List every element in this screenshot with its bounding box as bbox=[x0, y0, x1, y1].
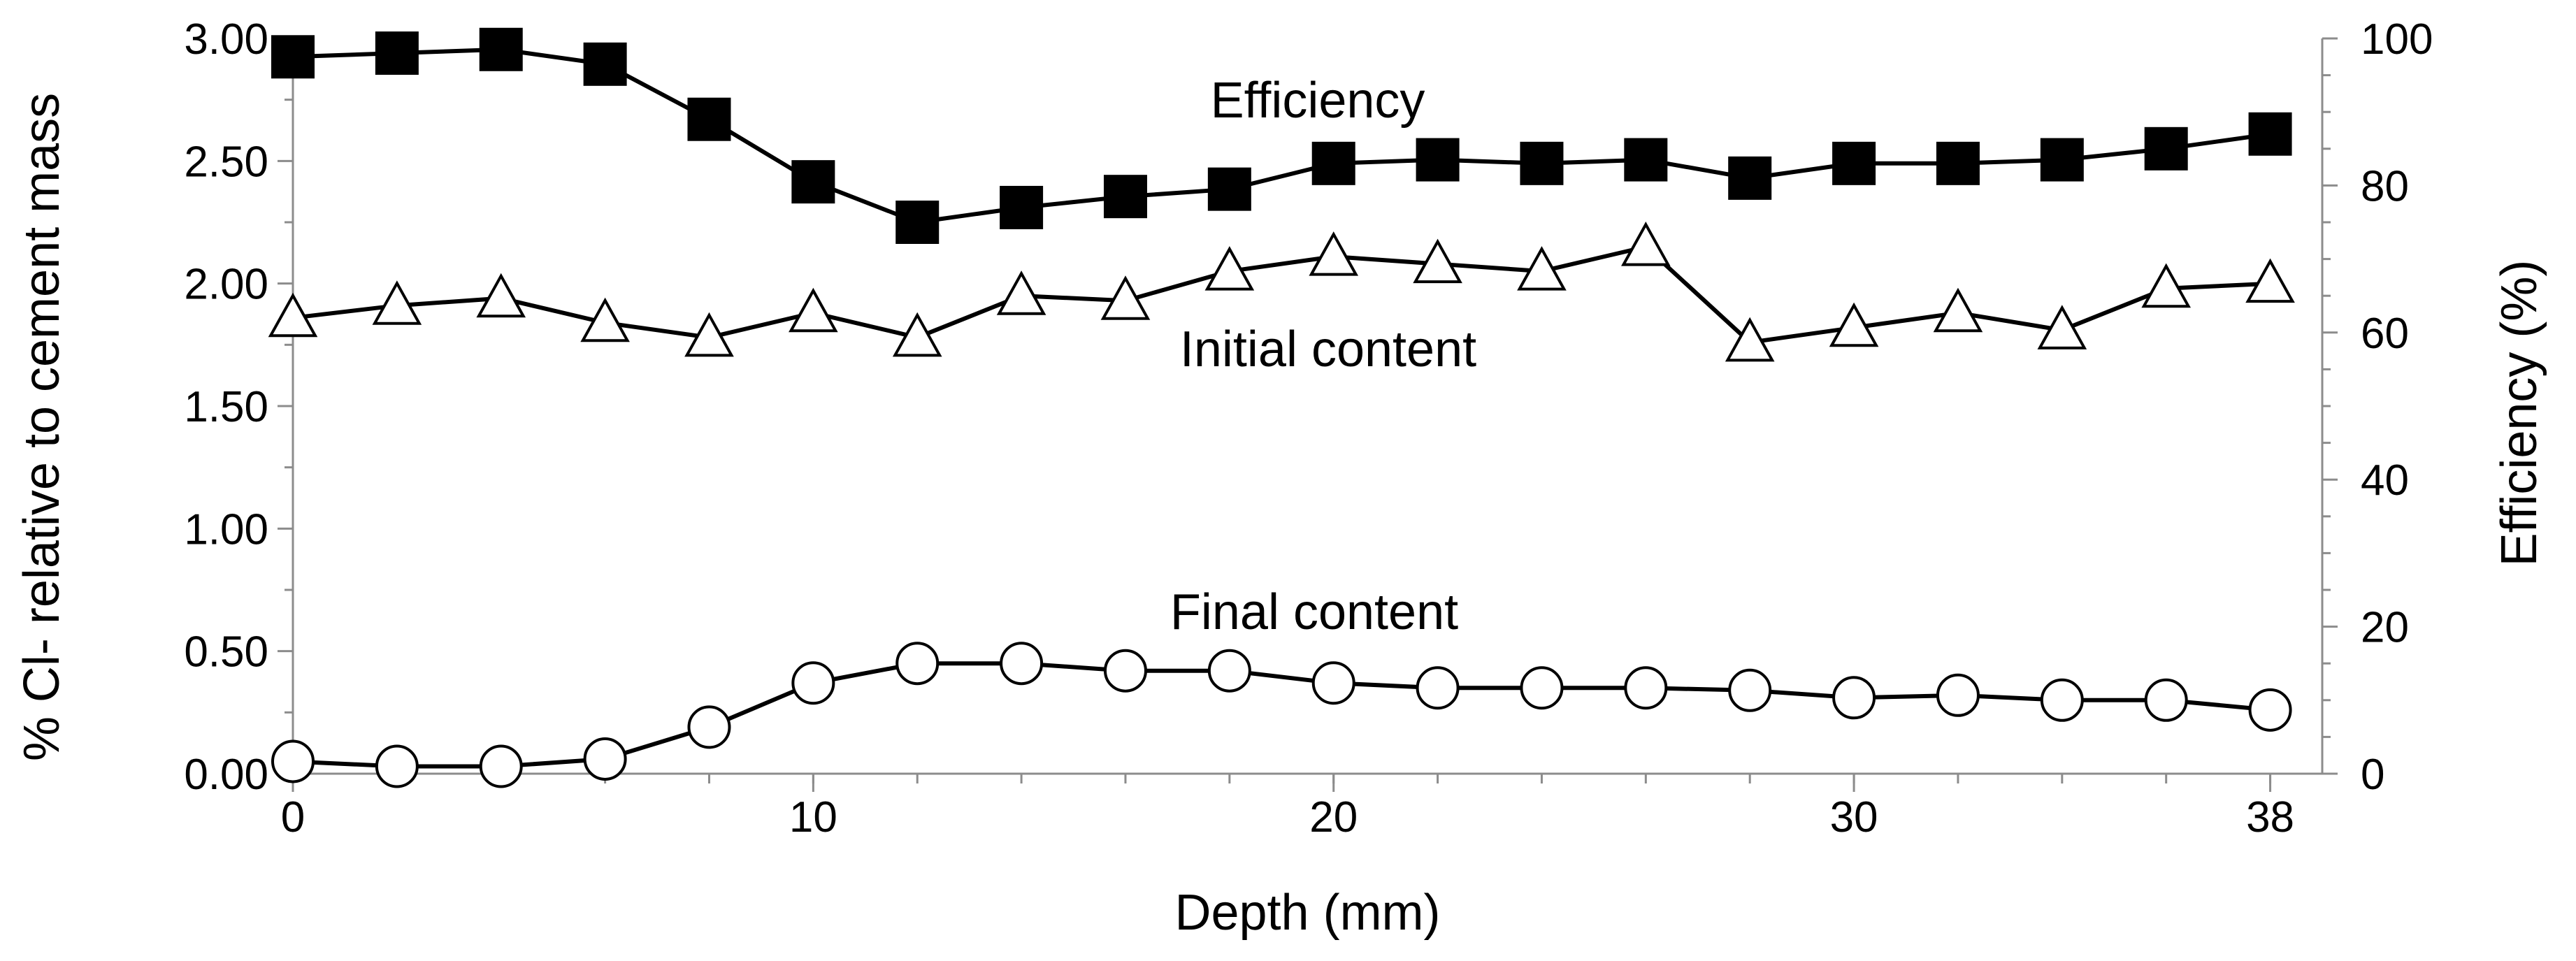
initial-content-point bbox=[1621, 222, 1671, 266]
initial-content-point bbox=[2245, 258, 2295, 303]
final-content-point bbox=[1103, 649, 1147, 693]
final-content-point bbox=[2144, 678, 2188, 722]
x-tick-label: 38 bbox=[2246, 793, 2294, 841]
efficiency-point bbox=[1207, 167, 1251, 211]
initial-content-point bbox=[789, 287, 838, 333]
final-content-point bbox=[1000, 642, 1044, 686]
initial-content-point bbox=[1413, 238, 1462, 284]
initial-content-point bbox=[2037, 305, 2087, 349]
efficiency-point bbox=[2248, 112, 2292, 156]
y-left-tick-label: 1.50 bbox=[184, 383, 268, 431]
final-content-point bbox=[2040, 678, 2084, 722]
x-tick-label: 0 bbox=[281, 793, 305, 841]
efficiency-point bbox=[1000, 185, 1044, 229]
initial-content-point bbox=[580, 297, 630, 342]
final-content-point bbox=[479, 744, 523, 788]
y-right-tick-label: 0 bbox=[2361, 751, 2384, 799]
final-content-point bbox=[1936, 673, 1980, 717]
y-left-tick-label: 0.50 bbox=[184, 628, 268, 677]
efficiency-point bbox=[2144, 127, 2188, 171]
x-axis-title: Depth (mm) bbox=[1174, 885, 1440, 941]
y-right-tick-label: 40 bbox=[2361, 456, 2409, 505]
final-content-point bbox=[1832, 676, 1876, 720]
final-content-point bbox=[583, 737, 627, 781]
efficiency-point bbox=[271, 35, 315, 79]
series bbox=[268, 27, 2295, 788]
initial-content-point bbox=[372, 280, 422, 325]
series-annotation: Efficiency bbox=[1211, 73, 1425, 129]
final-content-point bbox=[1311, 661, 1355, 705]
efficiency-point bbox=[2040, 138, 2084, 182]
efficiency-point bbox=[1832, 141, 1876, 185]
y-right-axis-title: Efficiency (%) bbox=[2491, 260, 2547, 567]
final-content-point bbox=[1207, 649, 1251, 693]
y-left-tick-label: 3.00 bbox=[184, 15, 268, 64]
y-left-axis-title: % Cl- relative to cement mass bbox=[14, 93, 70, 761]
initial-content-point bbox=[1933, 287, 1983, 333]
initial-content-point bbox=[1204, 246, 1255, 291]
efficiency-point bbox=[583, 42, 627, 86]
final-content-point bbox=[1520, 666, 1564, 710]
final-content-point bbox=[687, 705, 731, 749]
final-content-point bbox=[375, 744, 419, 788]
initial-content-point bbox=[2141, 263, 2191, 308]
final-content-point bbox=[895, 642, 940, 686]
efficiency-point bbox=[479, 27, 523, 71]
y-right-tick-label: 20 bbox=[2361, 604, 2409, 652]
y-right-tick-label: 100 bbox=[2361, 15, 2433, 64]
initial-content-point bbox=[892, 312, 942, 357]
final-content-point bbox=[271, 739, 315, 783]
initial-content-point bbox=[1829, 302, 1879, 347]
series-annotation: Initial content bbox=[1180, 321, 1476, 377]
final-content-point bbox=[2248, 688, 2292, 732]
x-tick-label: 20 bbox=[1309, 793, 1358, 841]
initial-content-point bbox=[1100, 275, 1151, 320]
efficiency-point bbox=[895, 201, 940, 244]
final-content-point bbox=[1416, 666, 1460, 710]
labels: 0 10 20 30 38 0.00 0.50 1.00 1.50 2.00 2.50 3.00 0 20… bbox=[14, 15, 2547, 941]
efficiency-point bbox=[1311, 141, 1355, 185]
y-left-tick-label: 2.00 bbox=[184, 261, 268, 309]
y-right-tick-label: 80 bbox=[2361, 162, 2409, 210]
series-annotation: Final content bbox=[1170, 584, 1458, 640]
efficiency-point bbox=[1416, 138, 1460, 182]
initial-content-point bbox=[1725, 317, 1775, 362]
efficiency-point bbox=[1624, 138, 1668, 182]
series-line-1 bbox=[292, 244, 2271, 345]
final-content-point bbox=[791, 661, 835, 705]
axes bbox=[292, 38, 2324, 775]
efficiency-point bbox=[687, 97, 731, 141]
initial-content-point bbox=[1517, 246, 1567, 291]
initial-content-point bbox=[684, 312, 734, 357]
final-content-point bbox=[1728, 668, 1772, 712]
initial-content-point bbox=[476, 273, 526, 318]
y-left-tick-label: 1.00 bbox=[184, 505, 268, 554]
efficiency-point bbox=[1936, 141, 1980, 185]
initial-content-point bbox=[1309, 231, 1359, 276]
efficiency-point bbox=[1103, 175, 1147, 219]
x-tick-label: 10 bbox=[789, 793, 837, 841]
efficiency-point bbox=[375, 31, 419, 75]
final-content-point bbox=[1624, 666, 1668, 710]
y-left-tick-label: 0.00 bbox=[184, 751, 268, 799]
efficiency-point bbox=[791, 160, 835, 204]
x-tick-label: 30 bbox=[1830, 793, 1878, 841]
efficiency-point bbox=[1728, 156, 1772, 200]
y-left-tick-label: 2.50 bbox=[184, 138, 268, 186]
y-right-tick-label: 60 bbox=[2361, 310, 2409, 358]
initial-content-point bbox=[996, 270, 1046, 315]
efficiency-point bbox=[1520, 141, 1564, 185]
initial-content-point bbox=[268, 292, 318, 338]
